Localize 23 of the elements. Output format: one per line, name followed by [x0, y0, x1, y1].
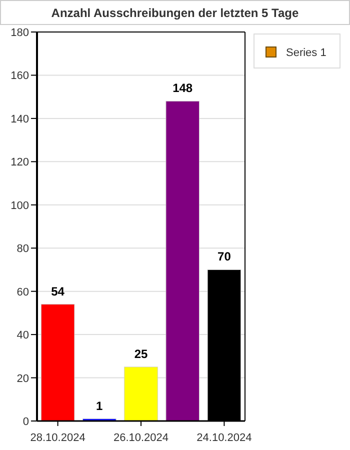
y-tick-label: 180: [10, 27, 29, 39]
x-tick-label: 28.10.2024: [30, 432, 86, 444]
data-label: 25: [134, 346, 148, 361]
data-label: 70: [218, 250, 232, 264]
y-tick-label: 140: [10, 113, 29, 126]
y-tick-label: 0: [22, 416, 29, 428]
data-label: 54: [51, 284, 65, 298]
bar: [166, 100, 200, 422]
chart-title: Anzahl Ausschreibungen der letzten 5 Tage: [51, 6, 300, 20]
y-tick-label: 100: [10, 200, 29, 212]
y-tick-label: 160: [10, 70, 29, 82]
bar: [124, 366, 158, 422]
y-tick-label: 60: [16, 286, 29, 298]
y-tick-label: 40: [16, 330, 29, 342]
text: Series 1: [286, 47, 326, 59]
bar: [40, 304, 75, 422]
data-label: 148: [172, 81, 193, 96]
y-tick-label: 80: [16, 243, 29, 256]
x-tick-label: 26.10.2024: [113, 432, 169, 444]
y-tick-label: 120: [10, 156, 29, 169]
x-tick-label: 24.10.2024: [196, 432, 252, 444]
y-tick-label: 20: [16, 372, 29, 385]
data-label: 1: [96, 398, 104, 413]
